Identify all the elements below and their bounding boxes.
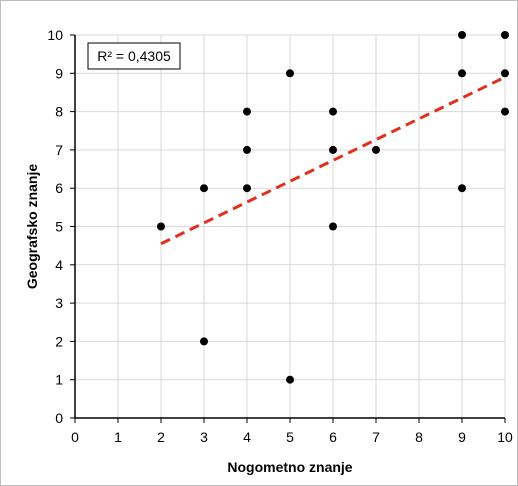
r-squared-label: R² = 0,4305	[97, 48, 171, 64]
x-tick-label-3: 3	[200, 429, 208, 445]
x-tick-label-0: 0	[71, 429, 79, 445]
data-point-14	[458, 69, 466, 78]
data-point-12	[372, 145, 380, 154]
y-tick-label-0: 0	[55, 410, 63, 426]
x-tick-label-10: 10	[497, 429, 513, 445]
data-point-8	[286, 375, 294, 384]
data-point-11	[329, 222, 337, 231]
x-tick-label-1: 1	[114, 429, 122, 445]
data-point-2	[200, 184, 208, 193]
x-tick-label-5: 5	[286, 429, 294, 445]
y-tick-label-4: 4	[55, 257, 63, 273]
x-axis-title: Nogometno znanje	[227, 459, 352, 475]
x-tick-label-8: 8	[415, 429, 423, 445]
y-axis-title: Geografsko znanje	[24, 164, 40, 289]
data-point-10	[329, 145, 337, 154]
data-point-4	[243, 107, 251, 116]
data-point-3	[200, 337, 208, 346]
data-point-15	[458, 184, 466, 193]
data-point-17	[501, 69, 509, 78]
x-tick-label-2: 2	[157, 429, 165, 445]
y-tick-label-8: 8	[55, 104, 63, 120]
y-tick-label-2: 2	[55, 333, 63, 349]
y-tick-label-6: 6	[55, 180, 63, 196]
y-tick-label-1: 1	[55, 372, 63, 388]
x-tick-label-4: 4	[243, 429, 251, 445]
x-tick-label-9: 9	[458, 429, 466, 445]
r-squared-box	[87, 42, 181, 70]
data-point-18	[501, 107, 509, 116]
y-tick-label-5: 5	[55, 219, 63, 235]
data-point-5	[243, 145, 251, 154]
data-point-13	[458, 31, 466, 39]
x-tick-label-7: 7	[372, 429, 380, 445]
data-point-6	[243, 184, 251, 193]
data-point-1	[157, 222, 165, 231]
y-tick-label-9: 9	[55, 65, 63, 81]
data-point-9	[329, 107, 337, 116]
y-tick-label-10: 10	[47, 27, 63, 43]
y-tick-label-3: 3	[55, 295, 63, 311]
data-point-16	[501, 31, 509, 39]
data-point-7	[286, 69, 294, 78]
x-tick-label-6: 6	[329, 429, 337, 445]
y-tick-label-7: 7	[55, 142, 63, 158]
